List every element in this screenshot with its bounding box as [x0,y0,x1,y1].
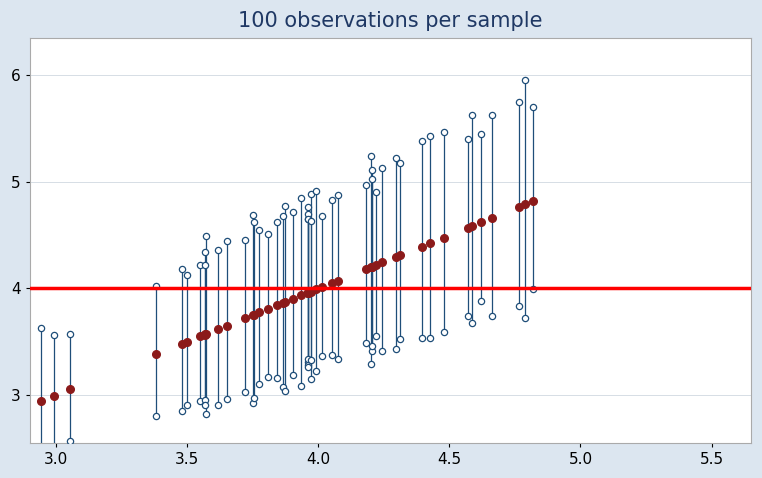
Title: 100 observations per sample: 100 observations per sample [239,11,543,31]
